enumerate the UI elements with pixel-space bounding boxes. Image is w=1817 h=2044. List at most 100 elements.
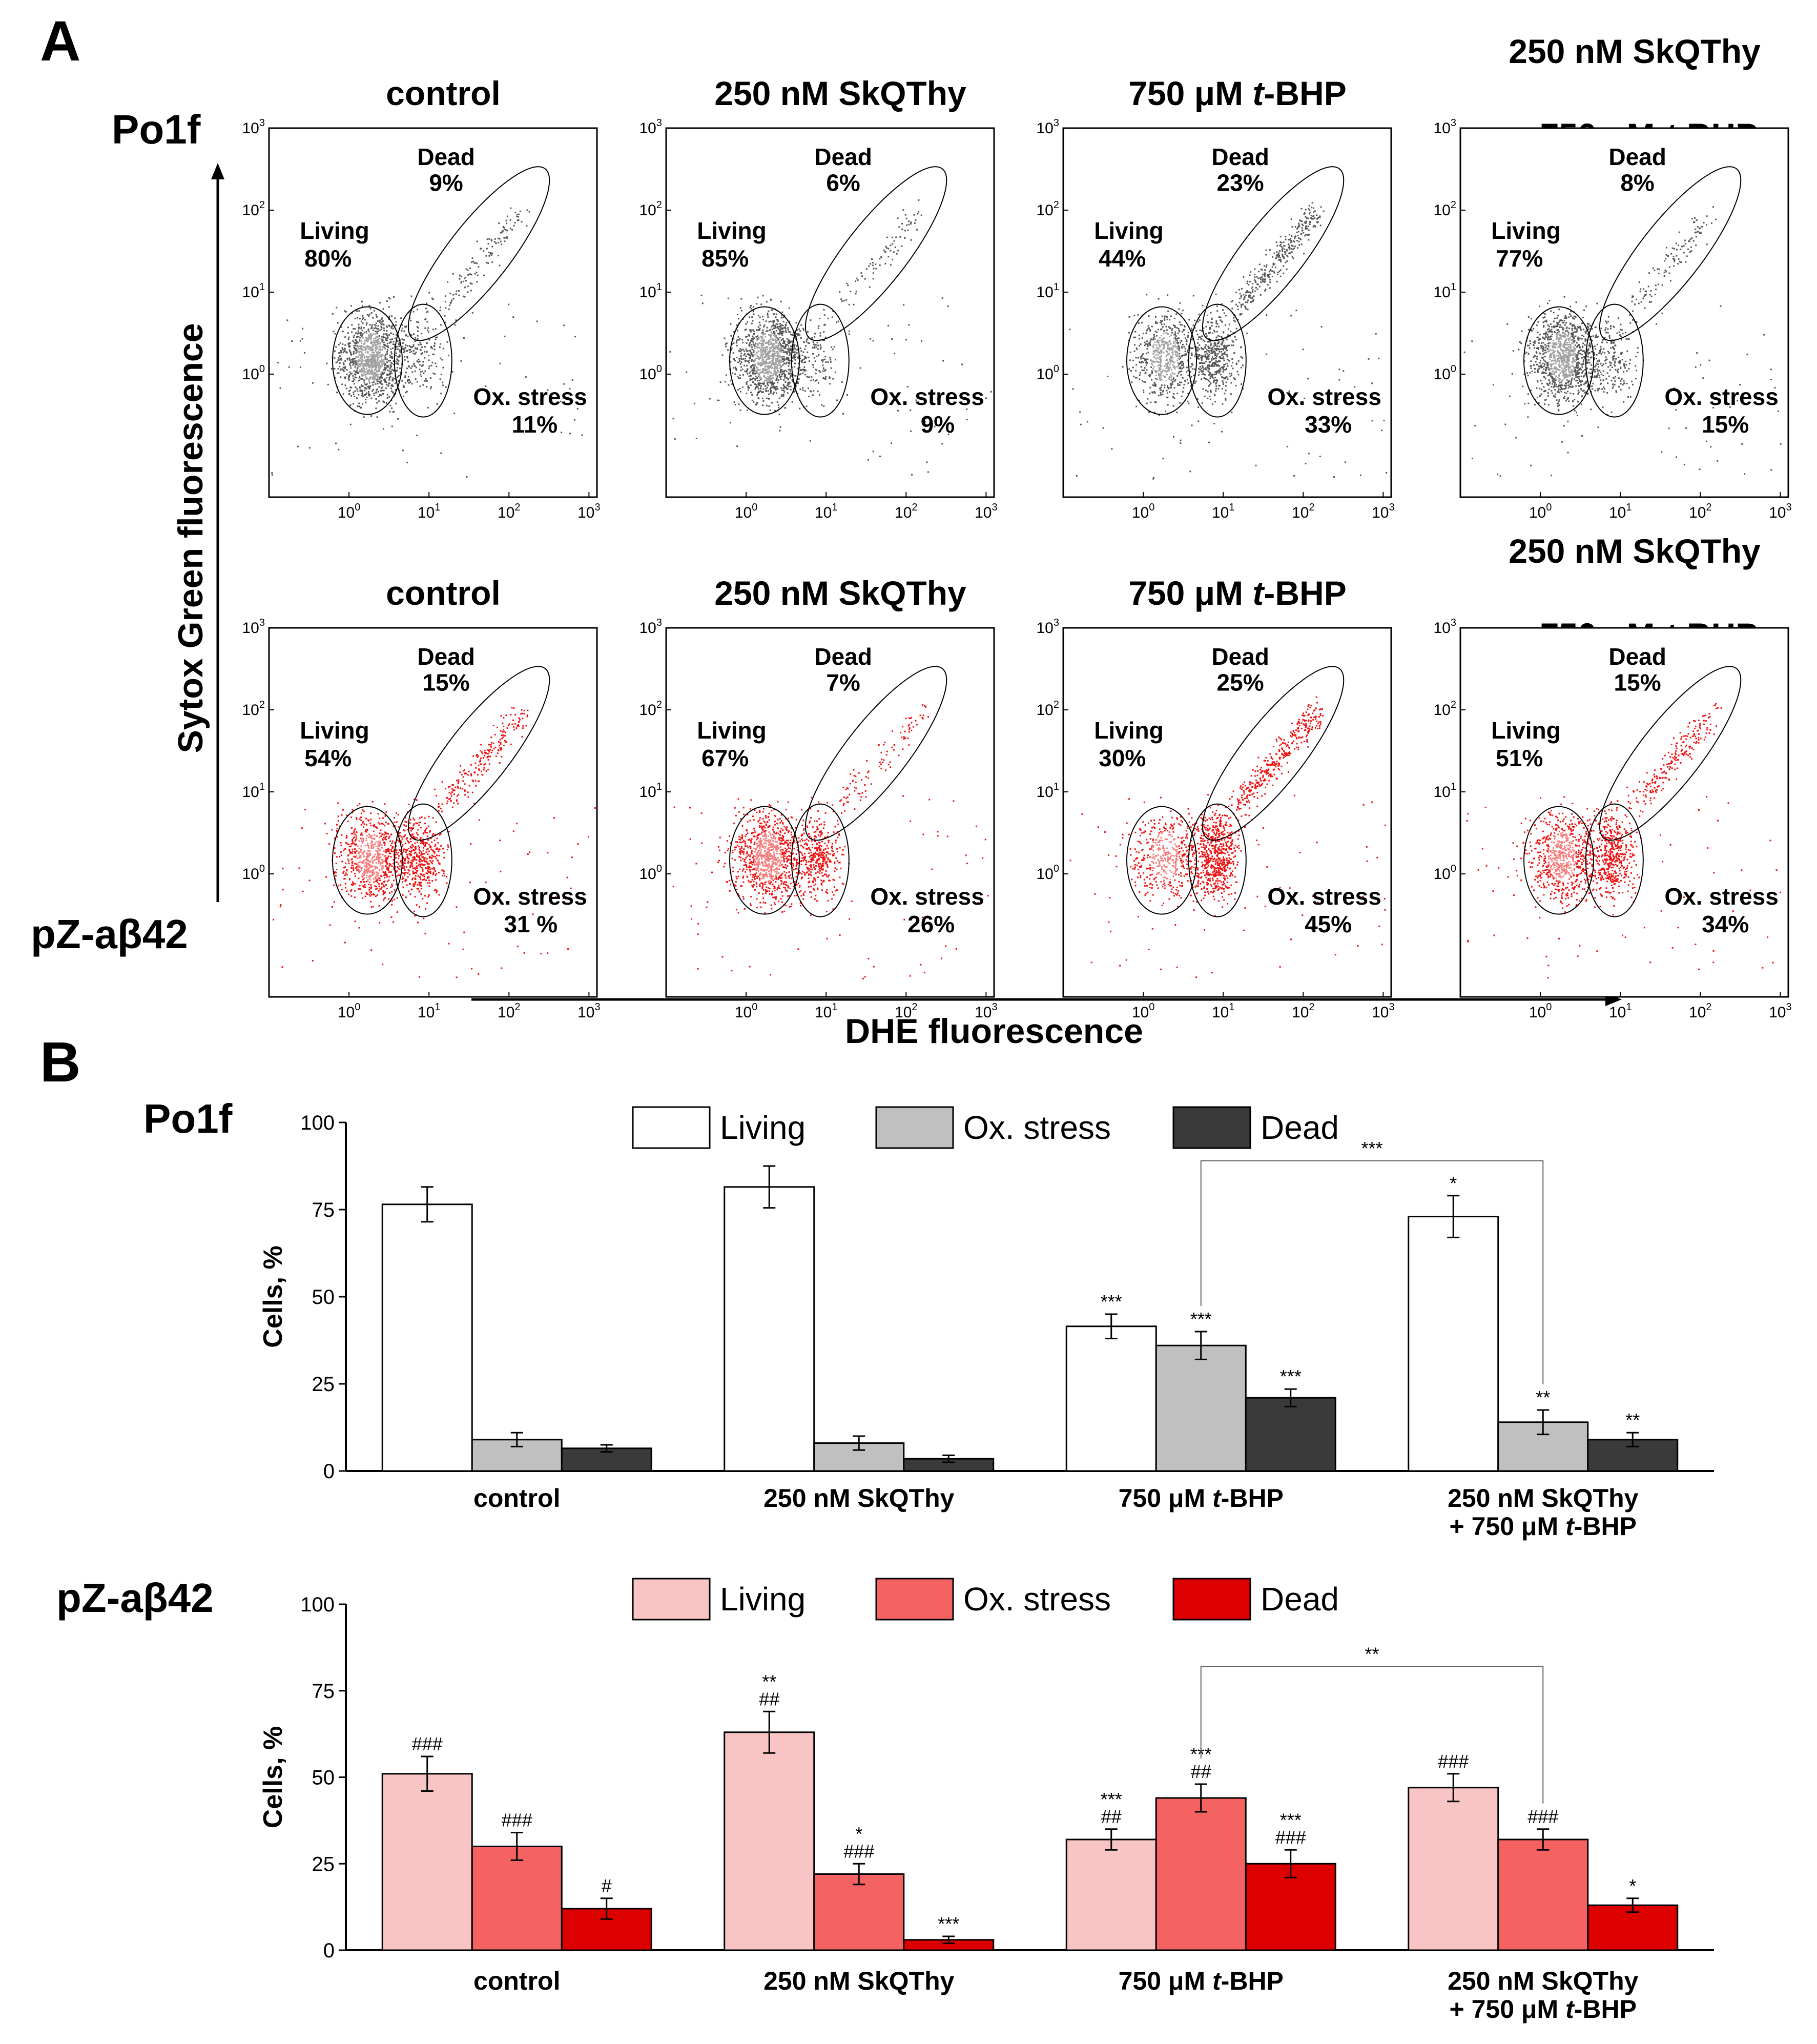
tick-base: 10 [418, 1004, 435, 1021]
density-core [356, 831, 385, 883]
bar-living-2 [1065, 1838, 1157, 1951]
y-tick-label: 50 [312, 1286, 335, 1309]
plot-frame [1459, 127, 1789, 498]
title-italic: t [1252, 574, 1265, 612]
tick-exp: 0 [1054, 363, 1059, 375]
gate-living-name: Living [300, 717, 369, 744]
gate-ox-stress [1585, 803, 1644, 917]
flow-plot-po1f-0: control100100101101102102103103Dead9%Liv… [242, 74, 601, 521]
y-tick-label: 100 [300, 1593, 335, 1616]
tick-exp: 1 [1229, 502, 1234, 513]
x-tick-label: 103 [975, 1001, 998, 1021]
y-tick-label: 100 [1037, 863, 1060, 883]
gate-dead-name: Dead [1608, 643, 1666, 670]
tick-base: 10 [1212, 1004, 1229, 1021]
title-part: 750 μM [1128, 574, 1252, 612]
tick-exp: 1 [435, 502, 440, 513]
gate-ox-stress [791, 803, 850, 917]
significance-mark: ## [759, 1688, 779, 1709]
tick-exp: 1 [1626, 1001, 1632, 1013]
gate-dead-name: Dead [417, 144, 474, 170]
gate-dead [804, 166, 947, 341]
tick-exp: 0 [656, 363, 662, 375]
gate-dead [1202, 166, 1345, 341]
y-tick-label: 103 [639, 617, 663, 637]
tick-base: 10 [1609, 1004, 1626, 1021]
tick-base: 10 [639, 284, 656, 301]
x-tick-label: 101 [815, 502, 838, 521]
y-tick-label: 50 [312, 1767, 335, 1789]
flow-plot-pz-2-title-line1: 750 μM t-BHP [1128, 574, 1346, 612]
tick-base: 10 [242, 120, 259, 137]
tick-exp: 0 [259, 363, 265, 375]
gate-ox-name: Ox. stress [1664, 883, 1778, 910]
tick-base: 10 [1434, 866, 1451, 883]
gate-ox-name: Ox. stress [1267, 383, 1381, 410]
bar-living-2 [1065, 1325, 1157, 1472]
tick-base: 10 [639, 120, 656, 137]
y-tick-label: 102 [242, 699, 265, 719]
gate-living-name: Living [1491, 717, 1560, 744]
tick-exp: 0 [355, 502, 360, 513]
legend-swatch [632, 1578, 711, 1621]
tick-exp: 2 [1054, 199, 1059, 211]
tick-exp: 3 [1451, 617, 1456, 628]
flow-plot-po1f-2-title-line1: 750 μM t-BHP [1128, 74, 1346, 112]
bar-ox-stress-2 [1155, 1797, 1247, 1951]
tick-exp: 2 [1309, 502, 1314, 513]
bracket-label: ** [1365, 1644, 1379, 1665]
category-part: control [473, 1484, 560, 1512]
legend-swatch [875, 1106, 954, 1149]
tick-base: 10 [1372, 504, 1389, 521]
tick-exp: 0 [1546, 502, 1552, 513]
tick-exp: 2 [912, 1001, 917, 1013]
tick-base: 10 [639, 702, 656, 719]
x-category-0: control [473, 1484, 560, 1512]
legend-swatch [875, 1578, 954, 1621]
tick-base: 10 [498, 504, 514, 521]
tick-exp: 3 [992, 1001, 998, 1013]
x-tick-label: 103 [1769, 502, 1792, 521]
bracket-label: *** [1361, 1138, 1382, 1159]
tick-base: 10 [1292, 1004, 1309, 1021]
tick-base: 10 [975, 1004, 992, 1021]
tick-base: 10 [242, 366, 259, 383]
tick-base: 10 [242, 702, 259, 719]
flow-plot-pz-0-title-line1: control [386, 574, 501, 612]
gate-dead-value: 25% [1217, 669, 1264, 696]
tick-base: 10 [735, 1004, 752, 1021]
legend-swatch [1172, 1578, 1251, 1621]
tick-base: 10 [1689, 504, 1706, 521]
y-tick-label: 101 [242, 281, 265, 301]
tick-base: 10 [1529, 1004, 1546, 1021]
tick-exp: 3 [1389, 502, 1395, 513]
y-tick-label: 102 [1037, 199, 1060, 219]
tick-base: 10 [1434, 366, 1451, 383]
panel-a-label: A [40, 10, 80, 73]
gate-dead [1202, 666, 1345, 841]
tick-exp: 2 [1451, 699, 1456, 710]
tick-base: 10 [242, 620, 259, 637]
tick-base: 10 [1037, 284, 1054, 301]
y-tick-label: 102 [1434, 199, 1457, 219]
x-tick-label: 100 [735, 1001, 758, 1021]
category-part: -BHP [1221, 1484, 1284, 1512]
tick-exp: 2 [912, 502, 917, 513]
legend-label: Ox. stress [963, 1581, 1111, 1618]
y-tick-label: 102 [639, 199, 663, 219]
x-category-2: 750 μM t-BHP [1119, 1967, 1284, 1995]
density-core [1150, 831, 1180, 883]
title-part: 750 μM [1128, 74, 1252, 112]
significance-mark: *** [1190, 1309, 1212, 1330]
tick-exp: 2 [1706, 1001, 1711, 1013]
tick-base: 10 [498, 1004, 514, 1021]
bar-ox-stress-3 [1497, 1838, 1589, 1951]
tick-exp: 3 [595, 502, 601, 513]
title-italic: t [1252, 74, 1265, 112]
flow-plot-pz-1: 250 nM SkQThy100100101101102102103103Dea… [639, 574, 998, 1021]
y-tick-label: 0 [323, 1460, 335, 1483]
tick-exp: 3 [259, 117, 265, 129]
tick-base: 10 [815, 1004, 832, 1021]
gate-ox-name: Ox. stress [473, 883, 587, 910]
tick-exp: 3 [1389, 1001, 1395, 1013]
